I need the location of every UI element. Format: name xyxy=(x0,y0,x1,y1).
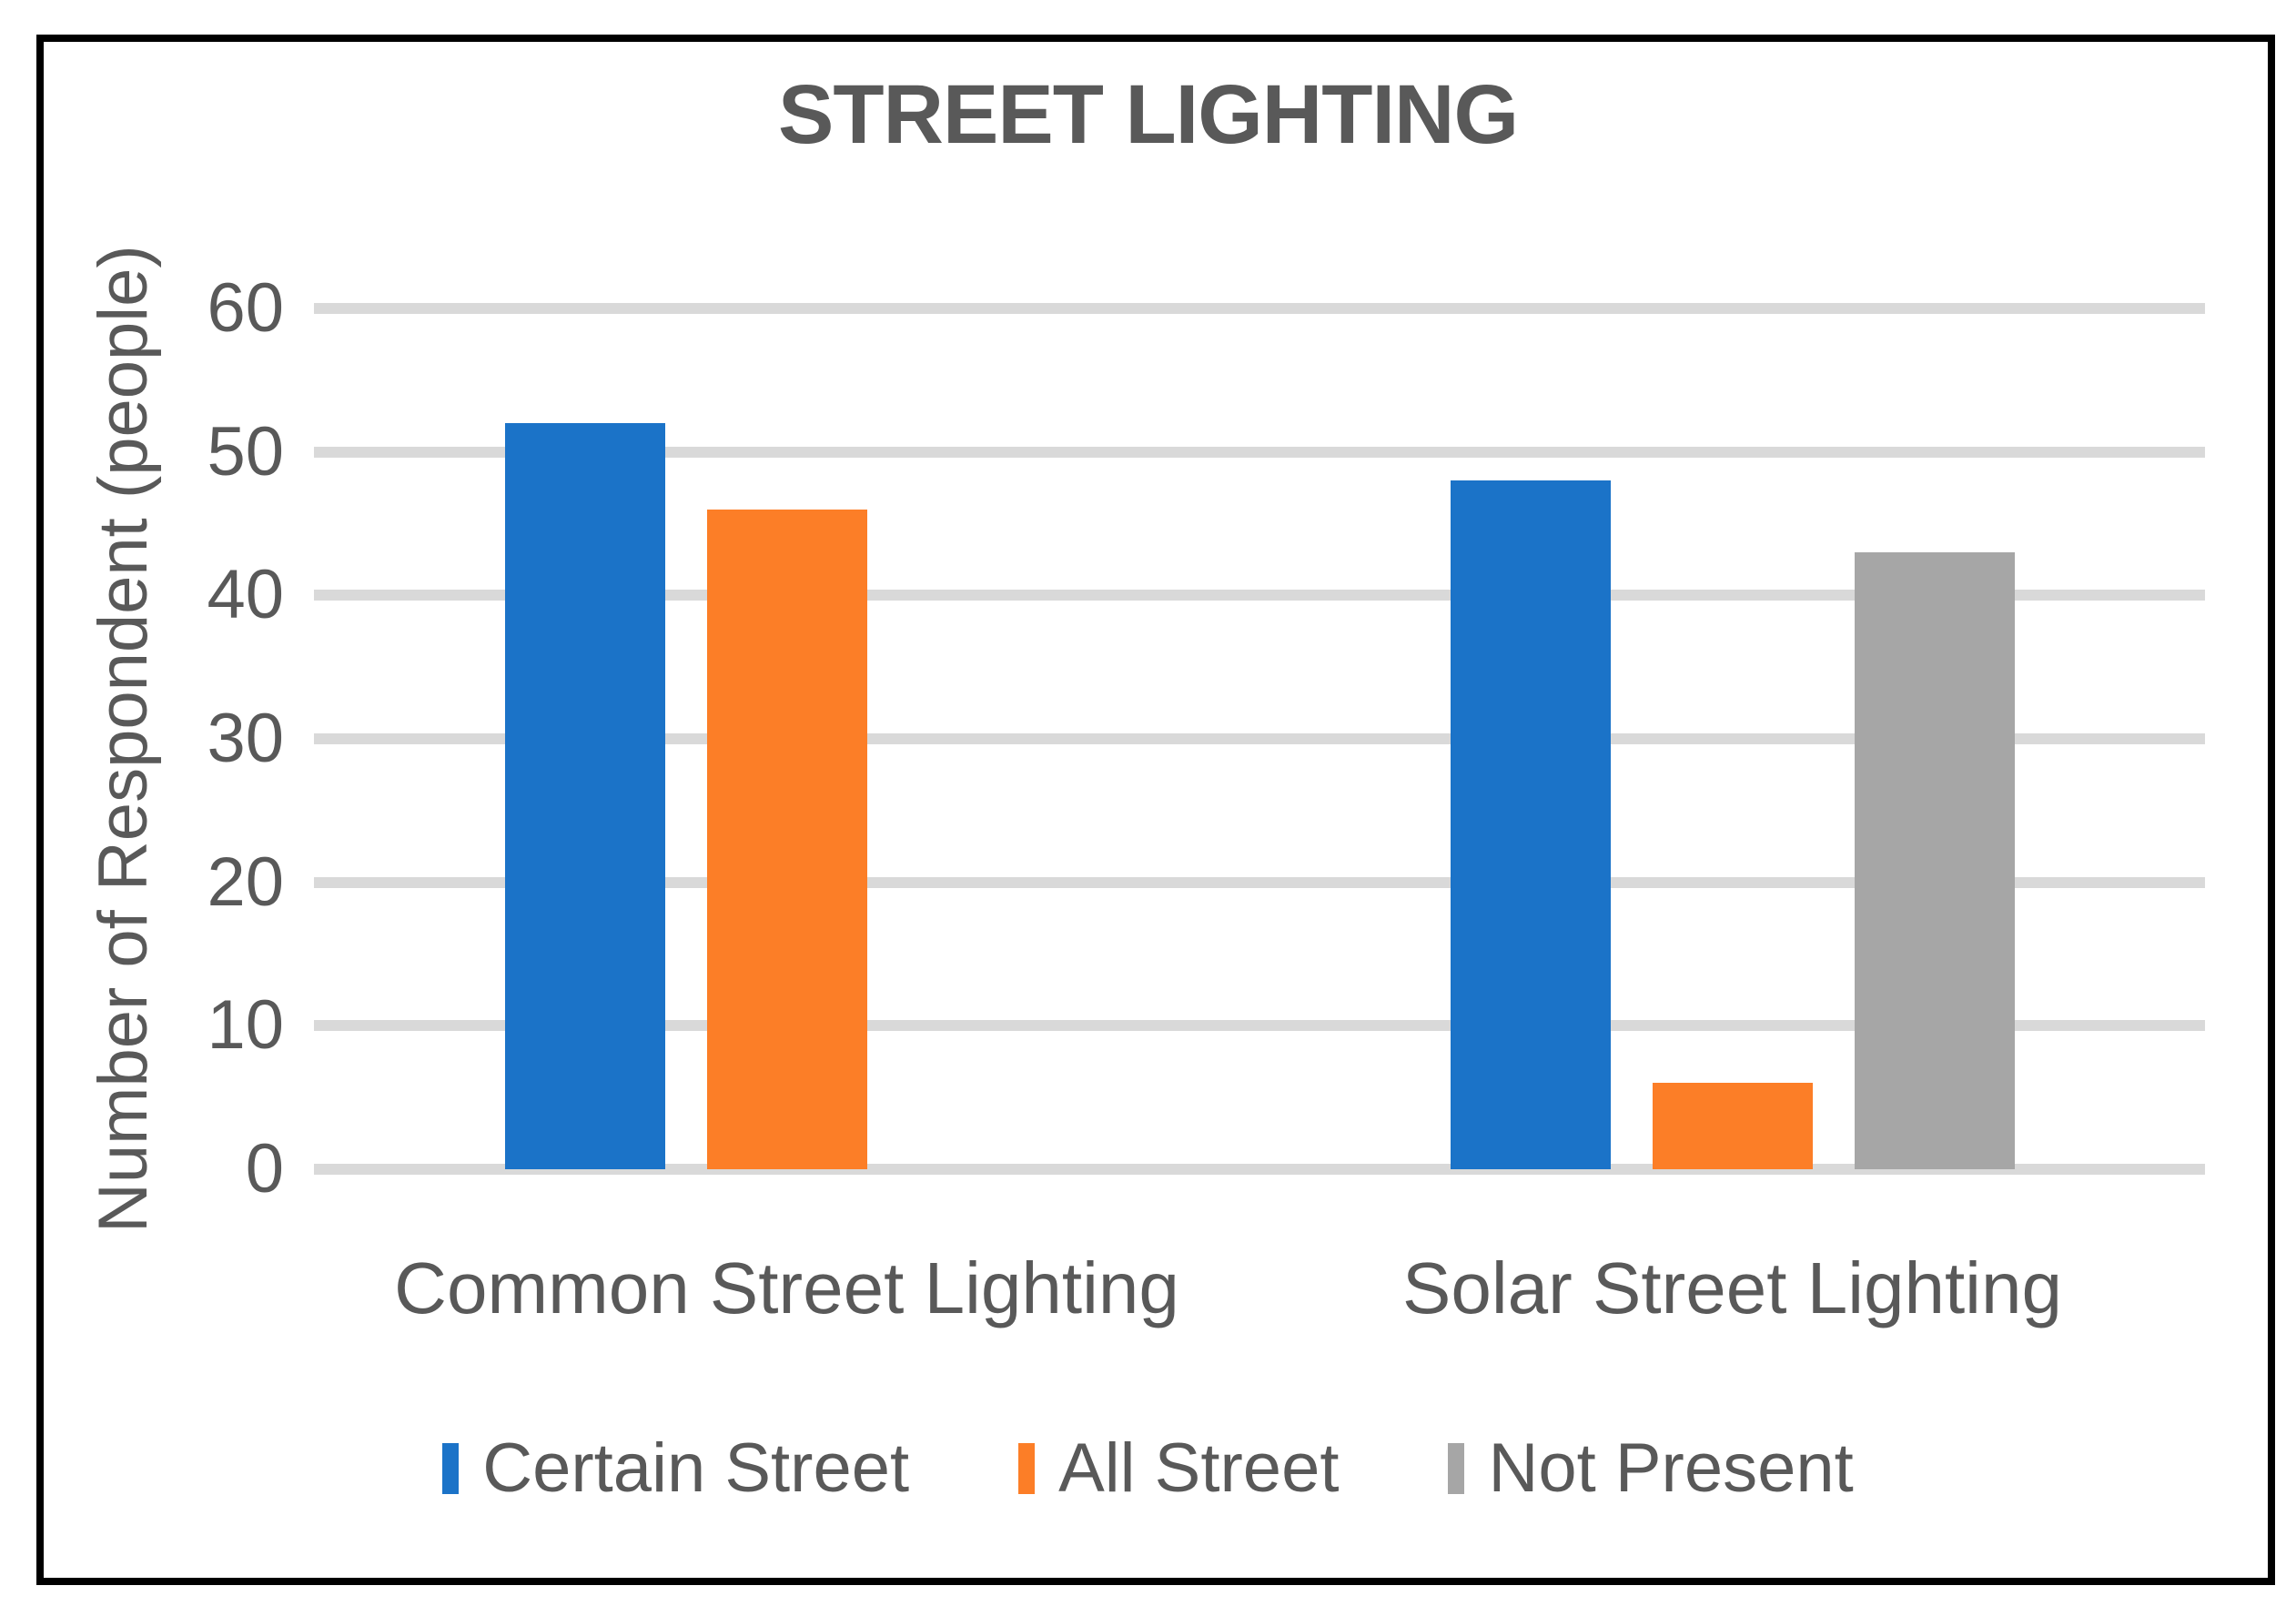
y-tick-label: 50 xyxy=(207,412,284,490)
bar-certain-street-common-street-lighting xyxy=(504,423,665,1169)
y-tick-label: 20 xyxy=(207,843,284,921)
bar-certain-street-solar-street-lighting xyxy=(1450,480,1611,1169)
legend-swatch-not-present xyxy=(1448,1443,1465,1494)
y-tick-label: 40 xyxy=(207,556,284,634)
plot-area xyxy=(314,303,2205,1175)
gridline xyxy=(314,446,2205,458)
chart-title: STREET LIGHTING xyxy=(778,68,1519,161)
legend-label: All Street xyxy=(1058,1429,1340,1507)
bar-group-solar-street-lighting xyxy=(1450,308,2015,1169)
y-tick-label: 0 xyxy=(245,1130,284,1207)
legend-swatch-certain-street xyxy=(442,1443,460,1494)
legend-item-certain-street: Certain Street xyxy=(442,1434,909,1503)
y-tick-label: 10 xyxy=(207,986,284,1065)
y-tick-label: 60 xyxy=(207,269,284,347)
legend: Certain Street All Street Not Present xyxy=(0,1434,2296,1503)
gridline xyxy=(314,303,2205,314)
legend-label: Not Present xyxy=(1488,1429,1854,1507)
legend-item-not-present: Not Present xyxy=(1448,1429,1854,1507)
bar-all-street-common-street-lighting xyxy=(706,509,867,1169)
legend-swatch-all-street xyxy=(1018,1443,1036,1494)
bar-all-street-solar-street-lighting xyxy=(1652,1083,1813,1169)
legend-label: Certain Street xyxy=(482,1429,910,1507)
category-label-solar-street-lighting: Solar Street Lighting xyxy=(1402,1247,2062,1328)
bar-group-common-street-lighting xyxy=(504,308,1069,1169)
bar-not-present-solar-street-lighting xyxy=(1854,552,2015,1169)
y-axis-tick-labels: 60 50 40 30 20 10 0 xyxy=(0,274,284,1204)
x-axis-category-labels: Common Street Lighting Solar Street Light… xyxy=(314,1248,2205,1348)
legend-item-all-street: All Street xyxy=(1018,1434,1339,1503)
y-tick-label: 30 xyxy=(207,700,284,777)
category-label-common-street-lighting: Common Street Lighting xyxy=(394,1247,1179,1328)
